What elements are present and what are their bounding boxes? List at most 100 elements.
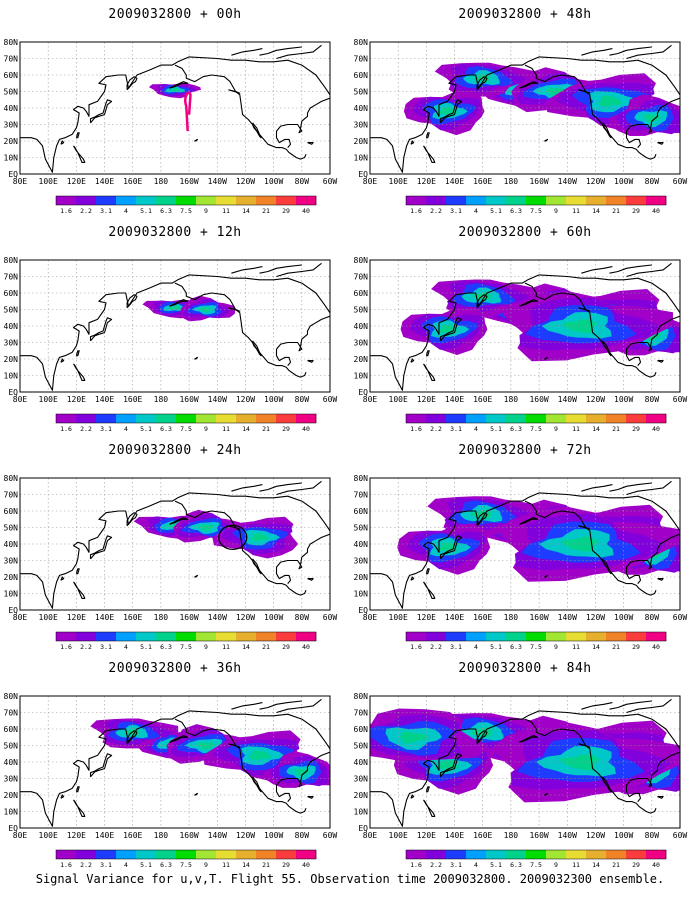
colorbar-swatch [76, 632, 97, 641]
colorbar-swatch [486, 632, 507, 641]
colorbar-label: 11 [572, 643, 580, 651]
lon-tick-label: 160W [529, 177, 548, 186]
colorbar-swatch [586, 850, 607, 859]
colorbar-swatch [216, 632, 237, 641]
lat-tick-label: 10N [354, 590, 369, 599]
colorbar-label: 29 [282, 207, 290, 215]
colorbar-swatch [296, 196, 317, 205]
colorbar-swatch [176, 632, 197, 641]
colorbar-label: 1.6 [60, 425, 72, 433]
colorbar-label: 2.2 [430, 207, 442, 215]
colorbar-label: 14 [242, 425, 250, 433]
colorbar-swatch [96, 850, 117, 859]
colorbar-label: 4 [474, 425, 478, 433]
coastline [259, 482, 302, 492]
coastline [251, 558, 262, 575]
lon-tick-label: 120E [417, 831, 436, 840]
lat-tick-label: 20N [354, 137, 369, 146]
graticule [20, 260, 330, 392]
coastline [75, 786, 80, 793]
colorbar-label: 11 [572, 861, 580, 869]
coastline [657, 578, 664, 581]
lon-tick-label: 180 [504, 177, 519, 186]
colorbar-label: 6.3 [160, 643, 172, 651]
lon-tick-label: 140W [208, 395, 227, 404]
coastline [519, 735, 539, 743]
variance-field [148, 83, 201, 99]
coastline [476, 730, 488, 745]
map-frame [369, 695, 681, 829]
colorbar-swatch [296, 414, 317, 423]
colorbar-label: 21 [612, 861, 620, 869]
colorbar-swatch [276, 414, 297, 423]
variance-contour [168, 305, 181, 310]
coastlines [370, 480, 680, 609]
colorbar-swatch [446, 414, 467, 423]
colorbar-swatch [176, 414, 197, 423]
coastline [73, 581, 86, 599]
colorbar-label: 4 [124, 207, 128, 215]
coastline [20, 56, 330, 173]
coastline [601, 340, 612, 357]
coastline [524, 64, 657, 160]
colorbar-swatch [96, 196, 117, 205]
coastline [578, 525, 591, 530]
map-panel: 2009032800 + 84h 80N 70N 60N 50N 40N 30N 20N 10N… [350, 654, 700, 872]
colorbar-label: 1.6 [60, 207, 72, 215]
coastline [276, 480, 322, 496]
lat-tick-label: 40N [354, 540, 369, 549]
colorbar-swatch [56, 196, 77, 205]
lat-tick-label: 50N [354, 524, 369, 533]
lat-tick-label: 20N [354, 791, 369, 800]
colorbar: 1.6 2.2 3.1 4 5.1 6.3 7.5 9 11 14 21 29 40 [405, 413, 667, 433]
coastline [259, 264, 302, 274]
colorbar-swatch [236, 196, 257, 205]
coastline [410, 140, 415, 145]
lon-tick-label: 100E [389, 395, 408, 404]
colorbar-swatch [566, 196, 587, 205]
lat-tick-label: 30N [4, 775, 19, 784]
coastline [625, 533, 680, 584]
colorbar-swatch [646, 850, 667, 859]
colorbar-swatch [256, 632, 277, 641]
colorbar-frame [405, 413, 667, 424]
lat-tick-label: 80N [354, 692, 369, 701]
colorbar-swatch [56, 850, 77, 859]
colorbar-label: 21 [612, 425, 620, 433]
colorbar-swatch [116, 850, 137, 859]
lon-tick-label: 80W [645, 395, 660, 404]
lon-tick-label: 180 [504, 395, 519, 404]
coastline [20, 710, 330, 827]
coastlines [20, 480, 330, 609]
lon-tick-label: 160E [473, 831, 492, 840]
lon-tick-label: 60W [323, 395, 338, 404]
colorbar-label: 40 [302, 861, 310, 869]
colorbar-label: 5.1 [140, 207, 152, 215]
highlight-circle [218, 524, 248, 551]
coastline [423, 145, 436, 163]
coastline [174, 282, 307, 378]
lat-tick-label: 50N [354, 88, 369, 97]
lat-tick-label: 70N [354, 55, 369, 64]
coastline [544, 792, 549, 796]
colorbar-swatch [426, 632, 447, 641]
lon-tick-label: 160W [179, 613, 198, 622]
coastlines [370, 698, 680, 827]
coastline [194, 356, 199, 360]
lon-tick-label: 160E [473, 395, 492, 404]
colorbar-swatch [526, 196, 547, 205]
colorbar-label: 6.3 [510, 207, 522, 215]
colorbar-swatch [216, 850, 237, 859]
lon-tick-label: 80E [13, 395, 28, 404]
colorbar-label: 40 [652, 425, 660, 433]
colorbar-swatch [176, 196, 197, 205]
colorbar-swatch [276, 632, 297, 641]
coastline [275, 315, 330, 366]
lon-tick-label: 80W [645, 177, 660, 186]
map-frame [369, 259, 681, 393]
colorbar-frame [405, 849, 667, 860]
colorbar-swatch [586, 414, 607, 423]
coastline [657, 142, 664, 145]
lat-tick-label: 60N [4, 289, 19, 298]
lon-tick-label: 140W [558, 831, 577, 840]
